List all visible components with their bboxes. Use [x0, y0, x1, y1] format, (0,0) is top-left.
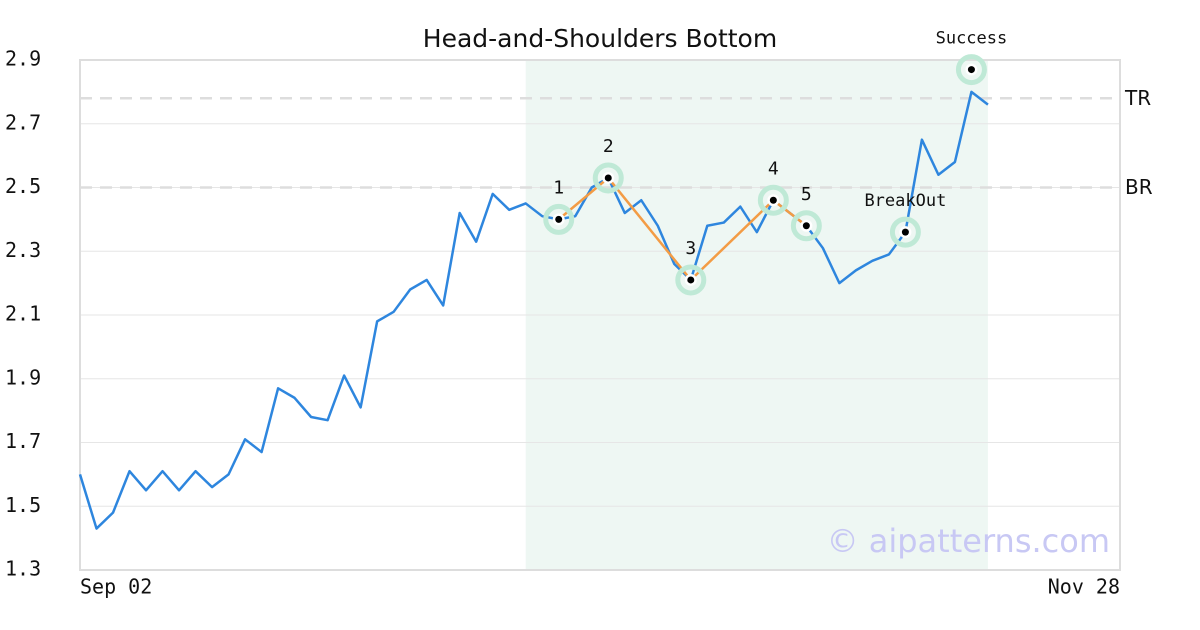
point-label: 5 [801, 184, 812, 205]
point-dot [802, 222, 810, 230]
point-halo [889, 216, 921, 248]
point-halo [675, 264, 707, 296]
y-tick-label: 2.5 [5, 174, 41, 198]
level-label: BR [1125, 175, 1153, 199]
plot-frame [79, 59, 1121, 571]
y-tick-label: 1.3 [5, 557, 41, 581]
watermark: © aipatterns.com [827, 522, 1110, 560]
point-label: BreakOut [864, 191, 946, 211]
point-dot [967, 66, 975, 74]
chart-title: Head-and-Shoulders Bottom [423, 24, 777, 53]
point-label: Success [936, 29, 1008, 49]
y-tick-label: 2.3 [5, 238, 41, 262]
point-dot [555, 215, 563, 223]
y-tick-label: 2.1 [5, 302, 41, 326]
y-tick-label: 1.5 [5, 493, 41, 517]
point-halo [592, 162, 624, 194]
point-label: 3 [685, 238, 696, 259]
price-line [78, 90, 989, 530]
point-halo [543, 203, 575, 235]
point-halo [790, 210, 822, 242]
level-label: TR [1124, 86, 1151, 110]
point-halo [955, 54, 987, 86]
point-dot [687, 276, 695, 284]
y-tick-label: 2.7 [5, 110, 41, 134]
point-halo [757, 184, 789, 216]
point-label: 2 [603, 136, 614, 157]
point-dot [901, 228, 909, 236]
point-dot [769, 196, 777, 204]
x-tick-label: Sep 02 [80, 575, 152, 599]
point-dot [604, 174, 612, 182]
y-tick-label: 2.9 [5, 47, 41, 71]
point-label: 4 [768, 158, 779, 179]
point-label: 1 [553, 177, 564, 198]
x-tick-label: Nov 28 [1048, 575, 1120, 599]
y-tick-label: 1.7 [5, 429, 41, 453]
y-tick-label: 1.9 [5, 365, 41, 389]
